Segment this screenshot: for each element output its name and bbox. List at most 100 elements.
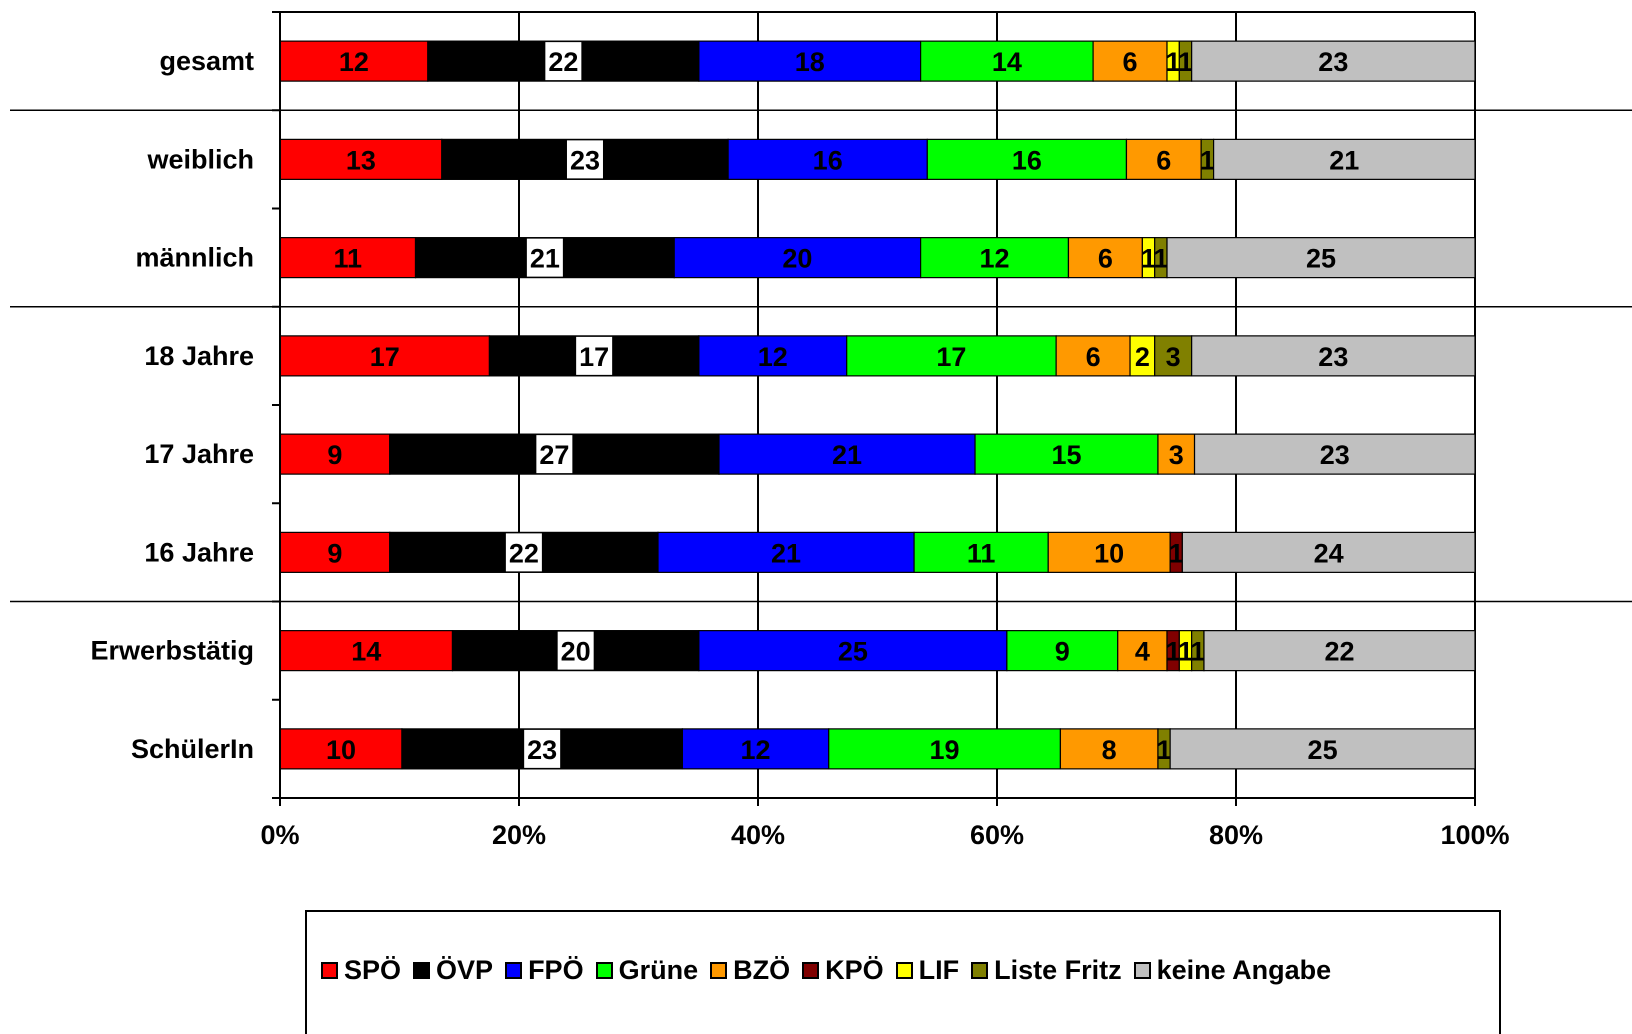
bar-segment — [718, 433, 976, 475]
data-label-background — [524, 729, 561, 768]
bar-segment — [698, 40, 922, 82]
bar-segment — [279, 728, 403, 770]
data-label-background — [576, 336, 613, 375]
legend-label: Grüne — [618, 955, 699, 985]
bar-segment — [279, 138, 443, 180]
data-label: 17 — [370, 342, 400, 372]
data-label: 20 — [561, 637, 591, 667]
data-label: 11 — [333, 244, 362, 274]
data-label: 16 — [813, 145, 843, 175]
legend-item: KPÖ — [802, 955, 884, 986]
data-label: 25 — [1308, 735, 1338, 765]
data-label: 1 — [1178, 47, 1193, 77]
legend-swatch — [413, 962, 431, 979]
data-label: 12 — [980, 244, 1010, 274]
bar-segment — [279, 237, 417, 279]
legend-swatch — [802, 962, 820, 979]
bar-segment — [1157, 433, 1196, 475]
legend-item: Grüne — [595, 955, 699, 986]
legend-swatch — [505, 962, 523, 979]
legend-swatch — [971, 962, 989, 979]
legend-item: LIF — [895, 955, 959, 986]
data-label: 12 — [758, 342, 788, 372]
data-label: 21 — [771, 538, 801, 568]
axes — [272, 11, 1476, 806]
data-label: 2 — [1135, 342, 1150, 372]
bar-segment — [698, 335, 848, 377]
bar-segment — [279, 433, 391, 475]
category-label: Erwerbstätig — [90, 636, 254, 666]
bar-segment — [1212, 138, 1476, 180]
data-label: 10 — [1094, 538, 1124, 568]
x-tick-labels: 0% 20% 40% 60% 80% 100% — [260, 820, 1509, 850]
legend-item: FPÖ — [505, 955, 584, 986]
data-label-background — [505, 533, 542, 572]
data-label: 15 — [1051, 440, 1081, 470]
data-label: 21 — [832, 440, 862, 470]
data-label: 1 — [1169, 538, 1184, 568]
data-label: 27 — [539, 440, 569, 470]
legend-item: Liste Fritz — [971, 955, 1122, 986]
bar-segment — [279, 630, 454, 672]
x-tick-label: 20% — [492, 820, 546, 850]
data-label: 22 — [548, 47, 578, 77]
bar-segment — [1166, 237, 1476, 279]
bar-segment — [1067, 237, 1143, 279]
bar-segment — [1181, 531, 1476, 573]
bar-segment — [1092, 40, 1168, 82]
bar-segment — [681, 728, 830, 770]
data-label: 21 — [1329, 145, 1359, 175]
legend-label: BZÖ — [733, 955, 791, 985]
legend-item: ÖVP — [413, 955, 493, 986]
data-label: 23 — [527, 735, 557, 765]
bar-segment — [1203, 630, 1476, 672]
bar-segment — [920, 40, 1094, 82]
legend-swatch — [321, 962, 338, 979]
gridlines — [279, 12, 1476, 798]
bar-segment — [698, 630, 1008, 672]
data-label: 17 — [936, 342, 966, 372]
data-label: 10 — [326, 735, 356, 765]
data-label: 14 — [351, 637, 381, 667]
data-label: 21 — [530, 244, 560, 274]
data-label: 1 — [1166, 47, 1181, 77]
category-label: gesamt — [159, 46, 254, 76]
bar-segment — [1059, 728, 1159, 770]
data-label: 6 — [1156, 145, 1171, 175]
data-label: 1 — [1166, 637, 1181, 667]
x-tick-label: 0% — [260, 820, 299, 850]
data-label-background — [545, 42, 582, 81]
data-label: 12 — [339, 47, 369, 77]
bar-segment — [279, 335, 491, 377]
bar-segment — [920, 237, 1070, 279]
data-label: 9 — [327, 440, 342, 470]
data-label: 22 — [1324, 637, 1354, 667]
data-label: 1 — [1190, 637, 1205, 667]
data-label: 4 — [1135, 637, 1150, 667]
legend: SPÖ ÖVP FPÖ Grüne BZÖ KPÖ LIF Liste Fritz keine … — [305, 910, 1501, 1034]
data-label: 20 — [782, 244, 812, 274]
data-label: 8 — [1102, 735, 1117, 765]
x-tick-label: 80% — [1209, 820, 1263, 850]
data-label: 3 — [1169, 440, 1184, 470]
data-label: 23 — [1320, 440, 1350, 470]
bar-segment — [1154, 335, 1193, 377]
bar-segment — [913, 531, 1049, 573]
data-label: 9 — [327, 538, 342, 568]
data-label: 16 — [1012, 145, 1042, 175]
data-label: 1 — [1153, 244, 1168, 274]
data-label: 1 — [1141, 244, 1156, 274]
bar-segment — [1191, 335, 1476, 377]
category-label: weiblich — [146, 144, 254, 174]
data-label: 6 — [1123, 47, 1138, 77]
legend-item: SPÖ — [321, 955, 401, 986]
data-label: 9 — [1055, 637, 1070, 667]
bar-segment — [974, 433, 1159, 475]
data-label-background — [566, 140, 603, 179]
data-label: 11 — [967, 538, 996, 568]
category-label: männlich — [135, 243, 254, 273]
data-label: 25 — [838, 637, 868, 667]
data-label: 24 — [1314, 538, 1344, 568]
data-label: 6 — [1086, 342, 1101, 372]
category-label: 16 Jahre — [144, 537, 254, 567]
